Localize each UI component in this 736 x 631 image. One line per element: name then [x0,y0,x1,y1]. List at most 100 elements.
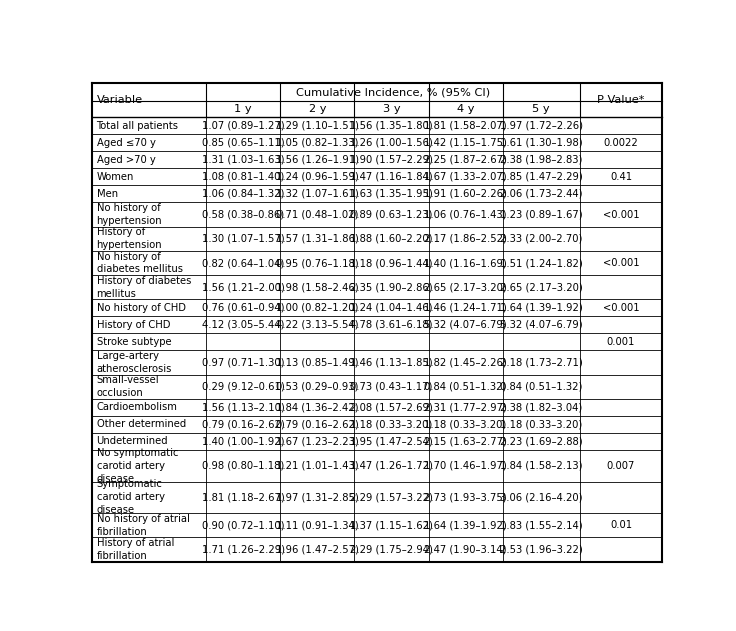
Text: No symptomatic
carotid artery
disease: No symptomatic carotid artery disease [96,448,178,483]
Text: 1.98 (1.58–2.46): 1.98 (1.58–2.46) [276,282,358,292]
Text: 0.76 (0.61–0.94): 0.76 (0.61–0.94) [202,303,284,313]
Text: 1.64 (1.39–1.92): 1.64 (1.39–1.92) [500,303,583,313]
Text: 0.85 (0.65–1.11): 0.85 (0.65–1.11) [202,138,285,148]
Text: 0.84 (0.51–1.32): 0.84 (0.51–1.32) [425,382,507,392]
Text: 2.06 (1.73–2.44): 2.06 (1.73–2.44) [500,189,582,199]
Text: 0.95 (0.76–1.18): 0.95 (0.76–1.18) [276,258,358,268]
Text: 1.56 (1.26–1.91): 1.56 (1.26–1.91) [276,155,359,165]
Text: 1.61 (1.30–1.98): 1.61 (1.30–1.98) [500,138,582,148]
Text: 2 y: 2 y [308,104,326,114]
Text: Aged ≤70 y: Aged ≤70 y [96,138,155,148]
Text: Women: Women [96,172,134,182]
Text: 2.31 (1.77–2.97): 2.31 (1.77–2.97) [424,403,507,413]
Text: 1.26 (1.00–1.56): 1.26 (1.00–1.56) [350,138,433,148]
Text: 2.29 (1.57–3.22): 2.29 (1.57–3.22) [350,492,433,502]
Text: 1.57 (1.31–1.86): 1.57 (1.31–1.86) [276,234,358,244]
Text: 2.65 (2.17–3.20): 2.65 (2.17–3.20) [500,282,583,292]
Text: History of diabetes
mellitus: History of diabetes mellitus [96,276,191,298]
Text: 0.79 (0.16–2.62): 0.79 (0.16–2.62) [276,420,358,430]
Text: 2.33 (2.00–2.70): 2.33 (2.00–2.70) [500,234,582,244]
Text: Aged >70 y: Aged >70 y [96,155,155,165]
Text: 2.23 (1.69–2.88): 2.23 (1.69–2.88) [500,437,582,447]
Text: P Value*: P Value* [598,95,645,105]
Text: 2.38 (1.98–2.83): 2.38 (1.98–2.83) [500,155,582,165]
Text: Cardioembolism: Cardioembolism [96,403,177,413]
Text: 1.81 (1.18–2.67): 1.81 (1.18–2.67) [202,492,285,502]
Text: <0.001: <0.001 [603,209,640,220]
Text: 5.32 (4.07–6.79): 5.32 (4.07–6.79) [424,320,507,330]
Text: 1.84 (1.36–2.42): 1.84 (1.36–2.42) [276,403,358,413]
Text: 1.24 (0.96–1.59): 1.24 (0.96–1.59) [276,172,358,182]
Text: 0.84 (0.51–1.32): 0.84 (0.51–1.32) [500,382,582,392]
Text: 1.63 (1.35–1.95): 1.63 (1.35–1.95) [350,189,433,199]
Text: 0.58 (0.38–0.86): 0.58 (0.38–0.86) [202,209,284,220]
Text: 0.001: 0.001 [607,337,635,347]
Text: 1.83 (1.55–2.14): 1.83 (1.55–2.14) [500,520,582,530]
Text: 1.21 (1.01–1.43): 1.21 (1.01–1.43) [276,461,358,471]
Text: 0.73 (0.43–1.17): 0.73 (0.43–1.17) [350,382,433,392]
Text: 0.007: 0.007 [607,461,635,471]
Text: 4 y: 4 y [457,104,475,114]
Text: 4.22 (3.13–5.54): 4.22 (3.13–5.54) [276,320,358,330]
Text: 1.06 (0.76–1.43): 1.06 (0.76–1.43) [425,209,507,220]
Text: 2.15 (1.63–2.77): 2.15 (1.63–2.77) [424,437,507,447]
Text: 0.90 (0.72–1.10): 0.90 (0.72–1.10) [202,520,284,530]
Text: 1.88 (1.60–2.20): 1.88 (1.60–2.20) [350,234,433,244]
Text: 1.46 (1.24–1.71): 1.46 (1.24–1.71) [424,303,507,313]
Text: Undetermined: Undetermined [96,437,169,447]
Text: 0.98 (0.80–1.18): 0.98 (0.80–1.18) [202,461,284,471]
Text: 4.12 (3.05–5.44): 4.12 (3.05–5.44) [202,320,284,330]
Text: 1.11 (0.91–1.34): 1.11 (0.91–1.34) [276,520,358,530]
Text: Variable: Variable [96,95,143,105]
Text: History of
hypertension: History of hypertension [96,227,162,251]
Text: 1.23 (0.89–1.67): 1.23 (0.89–1.67) [500,209,582,220]
Text: 1.81 (1.58–2.07): 1.81 (1.58–2.07) [424,121,507,131]
Text: 1.42 (1.15–1.75): 1.42 (1.15–1.75) [424,138,507,148]
Text: 1.47 (1.26–1.72): 1.47 (1.26–1.72) [350,461,433,471]
Text: Other determined: Other determined [96,420,185,430]
Text: Large-artery
atherosclerosis: Large-artery atherosclerosis [96,351,172,374]
Text: <0.001: <0.001 [603,303,640,313]
Text: 1.29 (1.10–1.51): 1.29 (1.10–1.51) [276,121,358,131]
Text: 1.85 (1.47–2.29): 1.85 (1.47–2.29) [500,172,583,182]
Text: Men: Men [96,189,118,199]
Text: 1.64 (1.39–1.92): 1.64 (1.39–1.92) [424,520,507,530]
Text: 1.95 (1.47–2.54): 1.95 (1.47–2.54) [350,437,433,447]
Text: 1.07 (0.89–1.27): 1.07 (0.89–1.27) [202,121,285,131]
Text: 1.96 (1.47–2.57): 1.96 (1.47–2.57) [276,545,358,555]
Text: 1.56 (1.35–1.80): 1.56 (1.35–1.80) [350,121,433,131]
Text: 1.67 (1.23–2.23): 1.67 (1.23–2.23) [276,437,358,447]
Text: 0.89 (0.63–1.23): 0.89 (0.63–1.23) [350,209,433,220]
Text: 0.97 (0.71–1.30): 0.97 (0.71–1.30) [202,358,284,368]
Text: 0.41: 0.41 [610,172,632,182]
Text: 1.18 (0.33–3.20): 1.18 (0.33–3.20) [350,420,433,430]
Text: 2.08 (1.57–2.69): 2.08 (1.57–2.69) [350,403,433,413]
Text: 5.32 (4.07–6.79): 5.32 (4.07–6.79) [500,320,582,330]
Text: 1.84 (1.58–2.13): 1.84 (1.58–2.13) [500,461,582,471]
Text: 1.51 (1.24–1.82): 1.51 (1.24–1.82) [500,258,583,268]
Text: 2.53 (1.96–3.22): 2.53 (1.96–3.22) [500,545,583,555]
Text: 1.97 (1.72–2.26): 1.97 (1.72–2.26) [500,121,583,131]
Text: 1.06 (0.84–1.32): 1.06 (0.84–1.32) [202,189,284,199]
Text: 1.40 (1.16–1.69): 1.40 (1.16–1.69) [424,258,507,268]
Text: No history of
diabetes mellitus: No history of diabetes mellitus [96,252,183,274]
Text: 0.0022: 0.0022 [604,138,638,148]
Text: 1.56 (1.21–2.00): 1.56 (1.21–2.00) [202,282,285,292]
Text: 1.67 (1.33–2.07): 1.67 (1.33–2.07) [424,172,507,182]
Text: No history of CHD: No history of CHD [96,303,185,313]
Text: 1.82 (1.45–2.26): 1.82 (1.45–2.26) [424,358,507,368]
Text: Small-vessel
occlusion: Small-vessel occlusion [96,375,159,398]
Text: Cumulative Incidence, % (95% CI): Cumulative Incidence, % (95% CI) [296,87,490,97]
Text: History of atrial
fibrillation: History of atrial fibrillation [96,538,174,561]
Text: <0.001: <0.001 [603,258,640,268]
Text: 1.71 (1.26–2.29): 1.71 (1.26–2.29) [202,545,285,555]
Text: 3 y: 3 y [383,104,400,114]
Text: Total all patients: Total all patients [96,121,179,131]
Text: 1.37 (1.15–1.62): 1.37 (1.15–1.62) [350,520,433,530]
Text: No history of
hypertension: No history of hypertension [96,203,162,226]
Text: 2.18 (1.73–2.71): 2.18 (1.73–2.71) [500,358,583,368]
Text: 1.70 (1.46–1.97): 1.70 (1.46–1.97) [424,461,507,471]
Text: 1.08 (0.81–1.40): 1.08 (0.81–1.40) [202,172,284,182]
Text: Stroke subtype: Stroke subtype [96,337,171,347]
Text: 2.65 (2.17–3.20): 2.65 (2.17–3.20) [424,282,507,292]
